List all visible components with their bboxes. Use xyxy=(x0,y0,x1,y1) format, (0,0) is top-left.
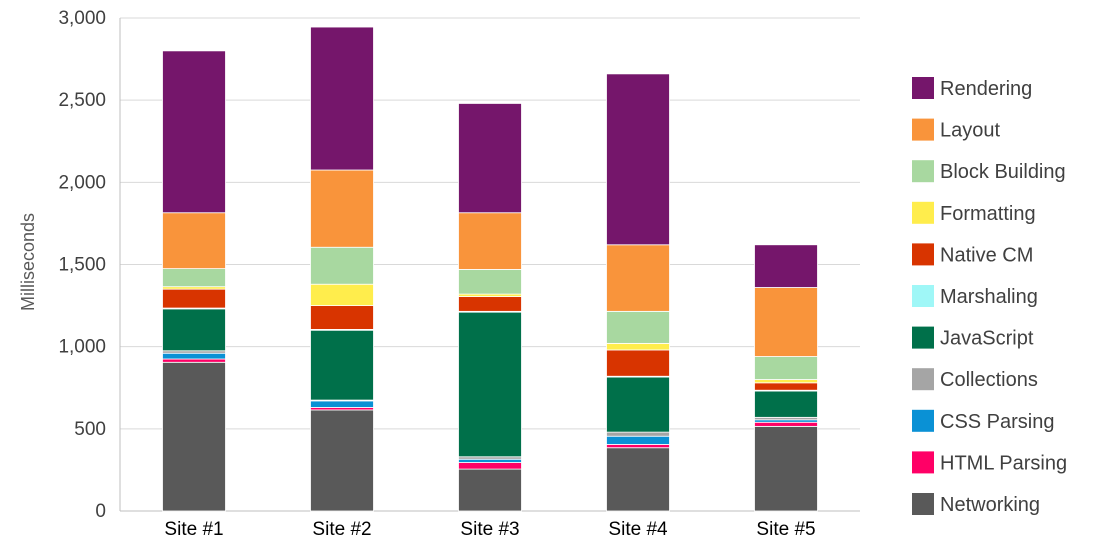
bar-segment-html-parsing xyxy=(754,421,818,427)
bar-segment-formatting xyxy=(310,283,374,306)
legend-label: HTML Parsing xyxy=(940,452,1067,474)
x-tick-label: Site #4 xyxy=(608,519,668,540)
legend-swatch xyxy=(912,201,934,224)
bar-segment-javascript xyxy=(754,390,818,418)
bar-segment-networking xyxy=(458,468,522,512)
y-tick-label: 2,500 xyxy=(58,90,106,111)
legend-label: Block Building xyxy=(940,161,1066,183)
bar-segment-formatting xyxy=(606,342,670,351)
legend: Rendering Layout Block Building Formatting N… xyxy=(912,77,1067,516)
bar-segment-rendering xyxy=(310,26,374,171)
legend-swatch xyxy=(912,285,934,307)
bar-segment-layout xyxy=(458,212,522,270)
bar-segment-css-parsing xyxy=(458,458,522,463)
bar-segment-javascript xyxy=(606,376,670,433)
bar-segment-native-cm xyxy=(310,305,374,330)
bar-segment-layout xyxy=(606,244,670,312)
bar-segment-native-cm xyxy=(458,296,522,312)
bar-segment-block-building xyxy=(754,356,818,380)
bar-segment-javascript xyxy=(162,308,226,352)
legend-swatch xyxy=(912,243,934,266)
x-tick-label: Site #5 xyxy=(756,519,815,540)
bar-segment-javascript xyxy=(458,311,522,458)
bar-segment-html-parsing xyxy=(162,358,226,363)
legend-label: JavaScript xyxy=(940,328,1034,350)
legend-label: Formatting xyxy=(940,203,1036,225)
bar-segment-css-parsing xyxy=(606,435,670,445)
bar-segment-javascript xyxy=(310,329,374,401)
legend-label: CSS Parsing xyxy=(940,411,1055,433)
y-tick-label: 1,000 xyxy=(58,337,106,358)
legend-label: Layout xyxy=(940,120,1000,142)
bars xyxy=(162,26,818,512)
x-tick-label: Site #2 xyxy=(312,519,371,540)
bar-segment-rendering xyxy=(162,50,226,214)
bar-segment-css-parsing xyxy=(310,400,374,408)
bar-segment-native-cm xyxy=(754,382,818,391)
y-axis-label: Milliseconds xyxy=(18,213,38,311)
y-tick-label: 500 xyxy=(74,419,106,440)
legend-swatch xyxy=(912,493,934,515)
bar-segment-native-cm xyxy=(162,288,226,309)
bar-segment-rendering xyxy=(754,244,818,288)
x-tick-label: Site #3 xyxy=(460,519,519,540)
legend-swatch xyxy=(912,409,934,432)
x-tick-label: Site #1 xyxy=(164,519,223,540)
bar-segment-networking xyxy=(162,361,226,512)
y-tick-label: 3,000 xyxy=(58,8,106,29)
legend-label: Networking xyxy=(940,494,1040,516)
y-tick-labels: 0 500 1,000 1,500 2,000 2,500 3,000 xyxy=(58,8,106,522)
bar-segment-networking xyxy=(310,409,374,512)
y-tick-label: 1,500 xyxy=(58,255,106,276)
bar-segment-html-parsing xyxy=(458,462,522,470)
legend-swatch xyxy=(912,451,934,474)
bar-segment-rendering xyxy=(458,103,522,214)
bar-segment-collections xyxy=(606,431,670,437)
legend-swatch xyxy=(912,326,934,349)
bar-segment-block-building xyxy=(606,310,670,344)
bar-segment-block-building xyxy=(458,269,522,295)
bar-segment-block-building xyxy=(162,268,226,288)
legend-label: Rendering xyxy=(940,78,1032,100)
bar-segment-html-parsing xyxy=(606,444,670,449)
legend-swatch xyxy=(912,160,934,183)
bar-segment-block-building xyxy=(310,246,374,285)
x-tick-labels: Site #1 Site #2 Site #3 Site #4 Site #5 xyxy=(164,519,815,540)
y-tick-label: 2,000 xyxy=(58,172,106,193)
bar-segment-layout xyxy=(162,212,226,270)
legend-swatch xyxy=(912,77,934,99)
legend-label: Collections xyxy=(940,369,1038,391)
bar-segment-formatting xyxy=(754,379,818,384)
bar-segment-networking xyxy=(754,425,818,512)
bar-segment-css-parsing xyxy=(162,352,226,360)
legend-label: Marshaling xyxy=(940,286,1038,308)
bar-segment-rendering xyxy=(606,73,670,246)
y-tick-label: 0 xyxy=(95,501,106,522)
bar-segment-native-cm xyxy=(606,349,670,377)
bar-segment-layout xyxy=(754,287,818,357)
legend-swatch xyxy=(912,118,934,141)
legend-label: Native CM xyxy=(940,244,1033,266)
legend-swatch xyxy=(912,368,934,391)
bar-segment-layout xyxy=(310,169,374,248)
bar-segment-networking xyxy=(606,447,670,512)
